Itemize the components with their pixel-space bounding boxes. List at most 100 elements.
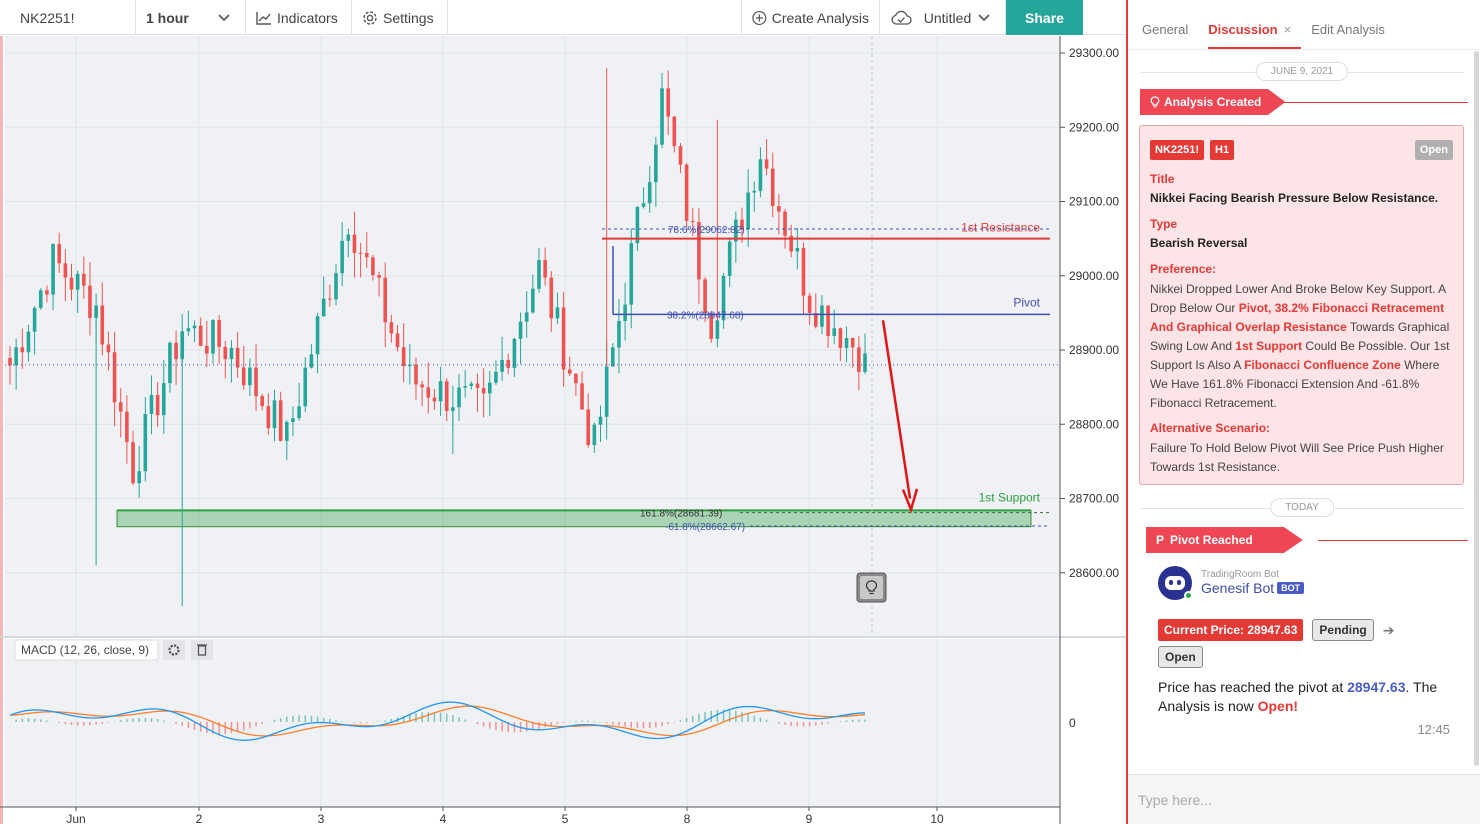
candle-body	[481, 387, 486, 394]
candle-body	[395, 333, 400, 348]
candle-body	[703, 279, 707, 314]
symbol-chip: NK2251!	[1150, 140, 1205, 160]
price-chart[interactable]: 1st Resistance 78.6%(29062.82) Pivot 38.2%(…	[0, 36, 1126, 824]
panel-scrollbar[interactable]	[1474, 51, 1479, 766]
interval-label: 1 hour	[146, 9, 189, 26]
support-label: 1st Support	[979, 490, 1041, 504]
candle-body	[125, 411, 129, 443]
tab-discussion[interactable]: Discussion ×	[1208, 22, 1302, 49]
bot-badge: BOT	[1277, 581, 1305, 594]
candle-body	[783, 211, 787, 236]
candle-body	[752, 190, 757, 193]
candle-body	[746, 192, 750, 230]
candle-body	[727, 241, 732, 276]
close-icon[interactable]: ×	[1283, 22, 1292, 37]
candle-body	[38, 290, 43, 308]
candle-body	[690, 220, 695, 223]
layout-dropdown[interactable]: Untitled	[880, 0, 1006, 35]
candle-body	[211, 320, 215, 354]
layout-name: Untitled	[923, 9, 972, 26]
candle-body	[567, 369, 572, 374]
candle-body	[432, 397, 437, 402]
price-tick-label: 28800.00	[1069, 417, 1119, 431]
chart-area[interactable]: 1st Resistance 78.6%(29062.82) Pivot 38.2%(…	[0, 36, 1126, 824]
macd-signal-line	[9, 705, 866, 737]
indicators-button[interactable]: Indicators	[246, 0, 352, 35]
candle-body	[844, 337, 849, 348]
fib-786-label: 78.6%(29062.82)	[668, 225, 745, 236]
candle-body	[8, 357, 12, 366]
price-tick-label: 28900.00	[1069, 343, 1119, 357]
candle-body	[364, 252, 369, 258]
candle-body	[321, 298, 326, 317]
share-button[interactable]: Share	[1006, 0, 1083, 35]
candle-body	[807, 295, 812, 313]
candle-body	[371, 257, 375, 276]
price-tick-label: 29300.00	[1069, 46, 1119, 60]
price-tick-label: 29000.00	[1069, 269, 1119, 283]
time-tick-label: 4	[440, 812, 447, 824]
candle-body	[813, 312, 818, 327]
candle-body	[555, 307, 560, 319]
candle-body	[531, 288, 535, 313]
gear-icon[interactable]	[163, 640, 185, 660]
candle-body	[20, 347, 25, 353]
lightbulb-icon[interactable]	[856, 572, 887, 603]
analysis-lines[interactable]: 1st Resistance 78.6%(29062.82) Pivot 38.2%(…	[5, 36, 1060, 636]
candle-body	[863, 353, 867, 372]
candle-body	[475, 383, 480, 388]
chevron-down-icon	[978, 13, 990, 21]
interval-dropdown[interactable]: 1 hour	[136, 0, 246, 35]
candle-body	[543, 260, 547, 278]
symbol-search-button[interactable]: NK2251!	[0, 0, 136, 35]
indicators-label: Indicators	[277, 9, 338, 26]
candle-body	[75, 273, 80, 290]
candle-body	[51, 244, 55, 295]
candle-body	[303, 367, 308, 407]
gear-button-bg	[163, 640, 185, 660]
candle-body	[131, 442, 135, 484]
tab-general[interactable]: General	[1142, 22, 1189, 37]
candle-body	[574, 373, 578, 384]
candle-body	[69, 277, 74, 290]
trash-icon[interactable]	[191, 640, 213, 660]
candle-body	[241, 367, 246, 386]
status-badge: Open	[1414, 140, 1453, 160]
candle-body	[500, 359, 504, 372]
discussion-feed[interactable]: JUNE 9, 2021 Analysis Created NK2251! H1…	[1128, 51, 1476, 773]
lightbulb-glyph	[865, 580, 878, 592]
candle-body	[857, 347, 861, 372]
candle-body	[309, 354, 314, 368]
candle-body	[297, 406, 301, 419]
create-analysis-button[interactable]: Create Analysis	[742, 0, 880, 35]
candle-body	[734, 219, 738, 242]
candle-body	[389, 322, 394, 334]
candle-body	[629, 243, 634, 305]
arrow-right-icon: ➔	[1382, 621, 1395, 638]
time-tick-label: 10	[930, 812, 944, 824]
candle-body	[721, 275, 726, 321]
time-tick-label: 5	[562, 812, 569, 824]
message-input[interactable]	[1128, 783, 1480, 817]
support-zone	[116, 509, 1032, 528]
time-tick-label: 8	[684, 812, 691, 824]
macd-pane: MACD (12, 26, close, 9)	[9, 639, 866, 741]
message-time: 12:45	[1417, 722, 1450, 737]
candle-body	[229, 347, 234, 360]
candlestick-series	[8, 67, 867, 607]
candle-body	[88, 285, 92, 318]
candle-body	[623, 304, 627, 322]
settings-button[interactable]: Settings	[352, 0, 448, 35]
pending-chip: Pending	[1312, 619, 1374, 641]
candle-body	[826, 305, 830, 336]
candle-body	[377, 275, 381, 278]
price-tick-label: 28700.00	[1069, 492, 1119, 506]
analysis-side-panel: General Discussion × Edit Analysis JUNE 9…	[1126, 0, 1480, 824]
avatar	[1158, 566, 1193, 600]
candle-body	[26, 331, 31, 353]
lightbulb-button-face	[860, 576, 883, 599]
cloud-check-icon	[891, 10, 912, 25]
time-tick-label: 9	[806, 812, 813, 824]
macd-label: MACD (12, 26, close, 9)	[21, 643, 149, 657]
tab-edit-analysis[interactable]: Edit Analysis	[1311, 22, 1385, 37]
